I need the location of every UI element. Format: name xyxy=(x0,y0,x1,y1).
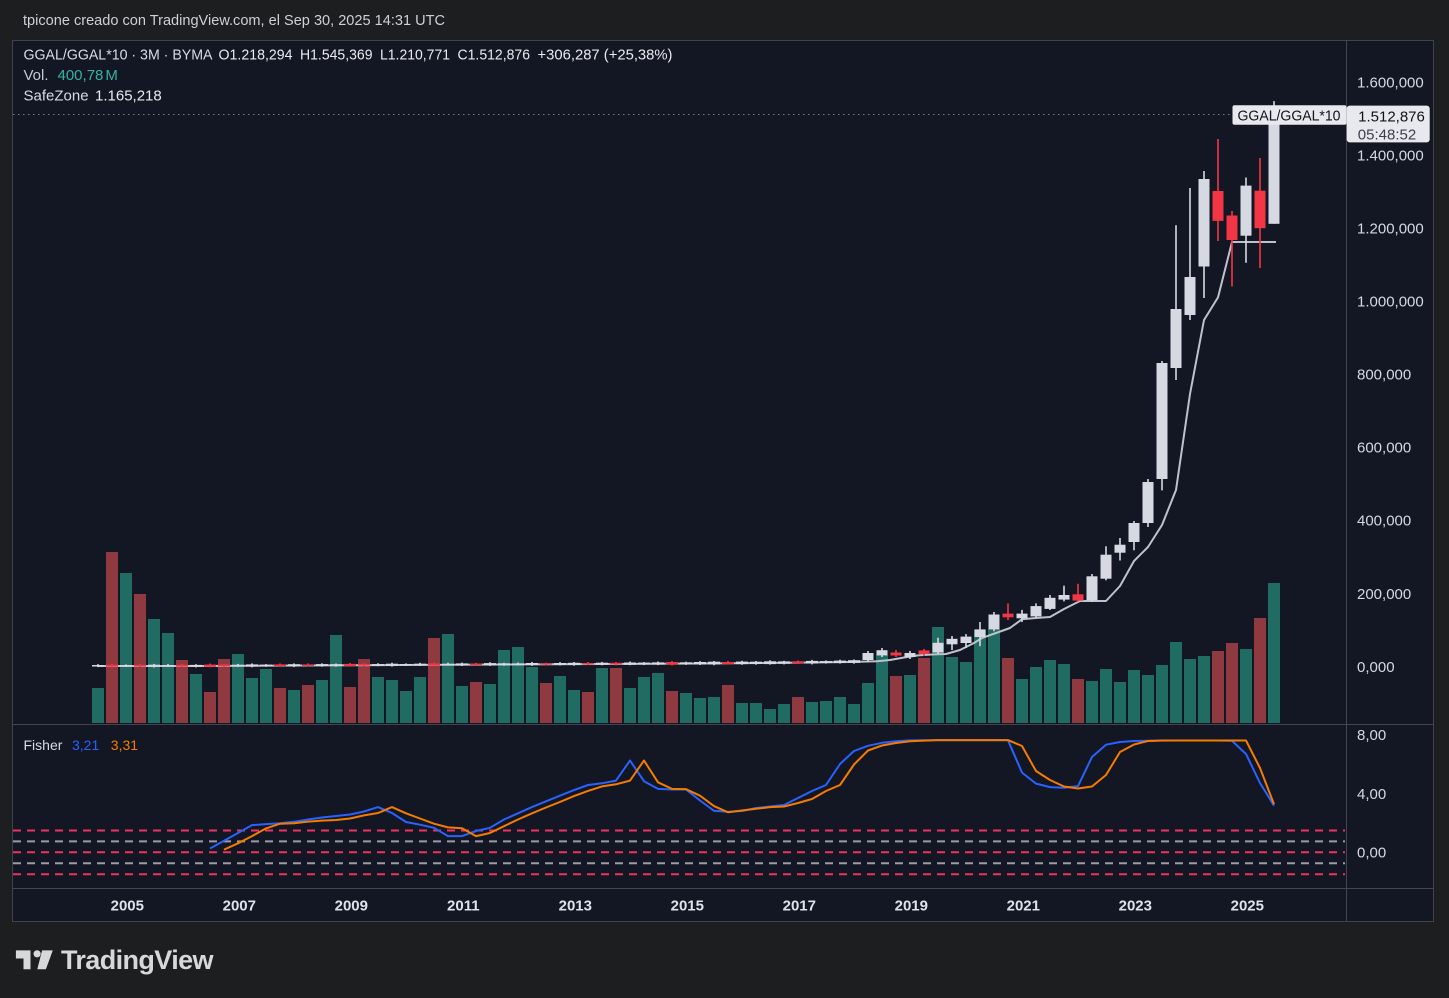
svg-text:2009: 2009 xyxy=(335,897,368,914)
svg-text:2023: 2023 xyxy=(1119,897,1152,914)
svg-text:200,000: 200,000 xyxy=(1357,586,1411,603)
svg-text:8,00: 8,00 xyxy=(1357,727,1386,744)
svg-text:H1.545,369: H1.545,369 xyxy=(300,47,373,64)
svg-text:1.512,876: 1.512,876 xyxy=(1358,109,1425,126)
svg-text:TradingView: TradingView xyxy=(61,945,215,975)
svg-text:2011: 2011 xyxy=(447,897,480,914)
svg-text:tpicone creado con TradingView: tpicone creado con TradingView.com, el S… xyxy=(23,12,445,29)
svg-text:400,000: 400,000 xyxy=(1357,513,1411,530)
svg-text:2005: 2005 xyxy=(111,897,144,914)
svg-text:1.200,000: 1.200,000 xyxy=(1357,221,1424,238)
svg-text:2025: 2025 xyxy=(1231,897,1264,914)
svg-text:2007: 2007 xyxy=(223,897,256,914)
svg-text:GGAL/GGAL*10 · 3M · BYMA: GGAL/GGAL*10 · 3M · BYMA xyxy=(24,47,213,64)
svg-text:2021: 2021 xyxy=(1007,897,1040,914)
svg-text:0,00: 0,00 xyxy=(1357,845,1386,862)
svg-text:05:48:52: 05:48:52 xyxy=(1358,126,1416,143)
svg-text:1.600,000: 1.600,000 xyxy=(1357,75,1424,92)
svg-text:Vol.400,78M: Vol. 400,78 M xyxy=(24,67,118,84)
svg-text:1.400,000: 1.400,000 xyxy=(1357,148,1424,165)
svg-text:O1.218,294: O1.218,294 xyxy=(219,47,293,64)
svg-text:0,000: 0,000 xyxy=(1357,659,1395,676)
svg-text:2015: 2015 xyxy=(671,897,704,914)
svg-text:800,000: 800,000 xyxy=(1357,367,1411,384)
svg-text:2013: 2013 xyxy=(559,897,592,914)
svg-text:2019: 2019 xyxy=(895,897,928,914)
svg-text:4,00: 4,00 xyxy=(1357,786,1386,803)
svg-text:600,000: 600,000 xyxy=(1357,440,1411,457)
svg-text:+306,287 (+25,38%): +306,287 (+25,38%) xyxy=(538,47,673,64)
svg-text:L1.210,771: L1.210,771 xyxy=(380,47,450,64)
svg-text:1.000,000: 1.000,000 xyxy=(1357,294,1424,311)
svg-text:GGAL/GGAL*10: GGAL/GGAL*10 xyxy=(1238,107,1341,124)
svg-text:C1.512,876: C1.512,876 xyxy=(458,47,531,64)
svg-text:2017: 2017 xyxy=(783,897,816,914)
